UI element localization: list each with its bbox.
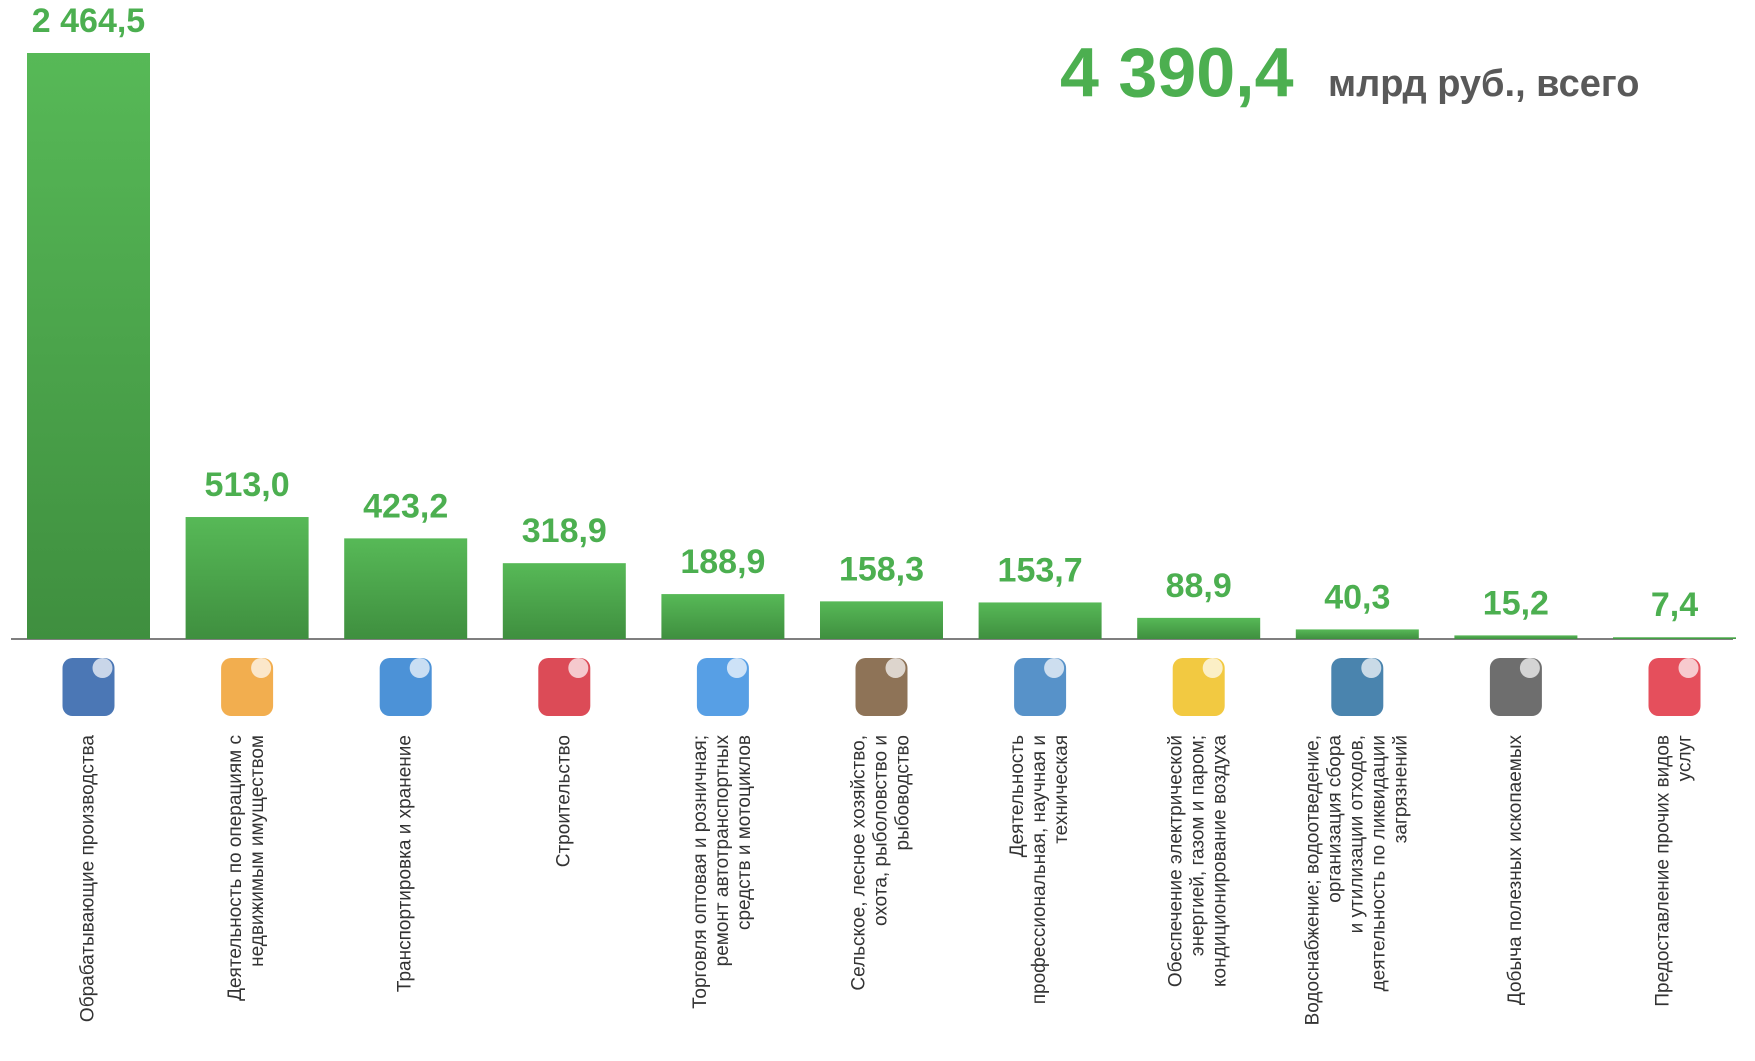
- category-label: Обеспечение электрической: [1166, 735, 1187, 987]
- value-label: 40,3: [1324, 578, 1390, 616]
- category-label: техническая: [1051, 735, 1072, 844]
- bar: [344, 538, 468, 639]
- category-label: рыбоводство: [893, 735, 914, 850]
- icon: [885, 658, 906, 678]
- category-label: энергией, газом и паром;: [1188, 735, 1209, 956]
- bar: [185, 517, 309, 639]
- category-label: ремонт автотранспортных: [712, 735, 733, 967]
- bar: [978, 602, 1102, 639]
- bar: [1137, 617, 1261, 639]
- icon: [251, 658, 272, 678]
- value-label: 153,7: [998, 551, 1083, 589]
- value-label: 7,4: [1651, 586, 1698, 624]
- category-label: Обрабатывающие производства: [78, 735, 99, 1022]
- value-label: 2 464,5: [32, 2, 145, 40]
- bar: [502, 563, 626, 639]
- bar: [27, 53, 150, 639]
- bar: [1613, 637, 1736, 639]
- icon: [1519, 658, 1540, 678]
- category-label: Предоставление прочих видов: [1653, 735, 1674, 1007]
- value-label: 188,9: [680, 543, 765, 581]
- icon: [92, 658, 113, 678]
- icon: [726, 658, 747, 678]
- category-label: Сельское, лесное хозяйство,: [849, 735, 870, 991]
- category-label: профессиональная, научная и: [1029, 735, 1050, 1004]
- category-label: и утилизации отходов,: [1346, 735, 1367, 933]
- bar: [1454, 635, 1578, 639]
- category-label: Водоснабжение; водоотведение,: [1302, 735, 1323, 1025]
- icon: [1361, 658, 1382, 678]
- icon: [1202, 658, 1223, 678]
- category-label: Деятельность: [1007, 735, 1028, 857]
- icon: [568, 658, 589, 678]
- category-label: кондиционирование воздуха: [1210, 735, 1231, 987]
- bar: [661, 594, 785, 639]
- category-label: услуг: [1675, 735, 1696, 781]
- category-label: Деятельность по операциям с: [225, 735, 246, 1001]
- category-label: Транспортировка и хранение: [395, 735, 416, 992]
- icon: [1678, 658, 1699, 678]
- value-label: 423,2: [363, 487, 448, 525]
- value-label: 158,3: [839, 550, 924, 588]
- category-label: средств и мотоциклов: [734, 735, 755, 930]
- total-value: 4 390,4: [1060, 33, 1294, 111]
- bar: [1295, 629, 1419, 639]
- category-label: Добыча полезных ископаемых: [1505, 735, 1526, 1006]
- value-label: 88,9: [1166, 567, 1232, 605]
- icon: [1044, 658, 1065, 678]
- category-label: деятельность по ликвидации: [1368, 735, 1389, 991]
- category-label: загрязнений: [1390, 735, 1411, 843]
- category-label: организация сбора: [1324, 735, 1345, 903]
- total-unit: млрд руб., всего: [1328, 63, 1639, 105]
- category-label: Строительство: [553, 735, 574, 867]
- value-label: 513,0: [205, 466, 290, 504]
- icon: [409, 658, 430, 678]
- value-label: 318,9: [522, 512, 607, 550]
- value-label: 15,2: [1483, 584, 1549, 622]
- category-label: недвижимым имуществом: [247, 735, 268, 967]
- category-label: охота, рыболовство и: [871, 735, 892, 926]
- bar: [820, 601, 943, 639]
- category-label: Торговля оптовая и розничная;: [690, 735, 711, 1009]
